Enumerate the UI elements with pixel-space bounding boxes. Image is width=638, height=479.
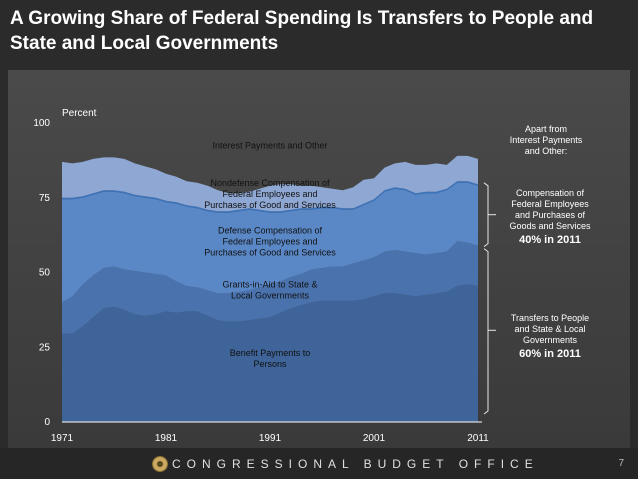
series-label: Nondefense Compensation of Federal Employ… bbox=[204, 178, 336, 210]
page-title: A Growing Share of Federal Spending Is T… bbox=[10, 8, 594, 54]
series-label: Interest Payments and Other bbox=[212, 140, 327, 150]
area-defense-compensation bbox=[62, 182, 478, 303]
annotation-comp-line: Federal Employees bbox=[511, 199, 589, 209]
annotation-comp-line: Compensation of bbox=[515, 188, 585, 198]
x-tick-label: 1991 bbox=[259, 433, 282, 444]
annotation-compensation: Compensation of Federal Employees and Pu… bbox=[500, 188, 600, 246]
footer-org: CONGRESSIONAL BUDGET OFFICE bbox=[172, 457, 539, 471]
annotation-comp-line: and Purchases of bbox=[514, 210, 586, 220]
page-number: 7 bbox=[618, 458, 624, 469]
y-tick-label: 0 bbox=[44, 417, 50, 428]
x-tick-label: 2001 bbox=[363, 433, 386, 444]
annotation-comp-value: 40% in 2011 bbox=[519, 234, 581, 246]
cbo-seal-icon bbox=[152, 456, 168, 472]
x-tick-label: 1981 bbox=[155, 433, 178, 444]
area-grants-in-aid bbox=[62, 241, 478, 334]
annotation-transfers-line: and State & Local bbox=[514, 324, 586, 334]
footer-bar: CONGRESSIONAL BUDGET OFFICE 7 bbox=[0, 448, 638, 479]
series-label: Grants-in-Aid to State & Local Government… bbox=[222, 279, 317, 300]
annotation-transfers: Transfers to People and State & Local Go… bbox=[500, 313, 600, 360]
annotation-apart-line: and Other: bbox=[524, 146, 568, 156]
series-label: Defense Compensation of Federal Employees… bbox=[204, 226, 336, 258]
annotation-transfers-line: Governments bbox=[522, 335, 578, 345]
annotation-apart-line: Apart from bbox=[524, 124, 567, 134]
annotation-transfers-value: 60% in 2011 bbox=[519, 348, 581, 360]
annotation-transfers-line: Transfers to People bbox=[510, 313, 590, 323]
area-interest-and-other bbox=[62, 155, 478, 212]
x-tick-label: 1971 bbox=[51, 433, 74, 444]
y-tick-label: 75 bbox=[39, 193, 51, 204]
x-tick-label: 2011 bbox=[467, 433, 489, 444]
bracket-transfers bbox=[483, 248, 489, 415]
stacked-area-chart: Percent 0 25 50 75 100 1971 1981 1991 2001 2011 I… bbox=[8, 70, 630, 448]
annotation-apart-line: Interest Payments bbox=[509, 135, 583, 145]
series-label: Benefit Payments to Persons bbox=[230, 348, 311, 369]
y-tick-label: 50 bbox=[39, 268, 51, 279]
y-tick-label: 100 bbox=[33, 118, 50, 129]
annotation-comp-line: Goods and Services bbox=[509, 221, 591, 231]
annotation-apart: Apart from Interest Payments and Other: bbox=[500, 124, 592, 157]
area-nondefense-compensation bbox=[62, 181, 478, 213]
y-tick-label: 25 bbox=[39, 342, 51, 353]
y-axis-label: Percent bbox=[62, 108, 97, 119]
area-benefit-payments bbox=[62, 284, 478, 422]
